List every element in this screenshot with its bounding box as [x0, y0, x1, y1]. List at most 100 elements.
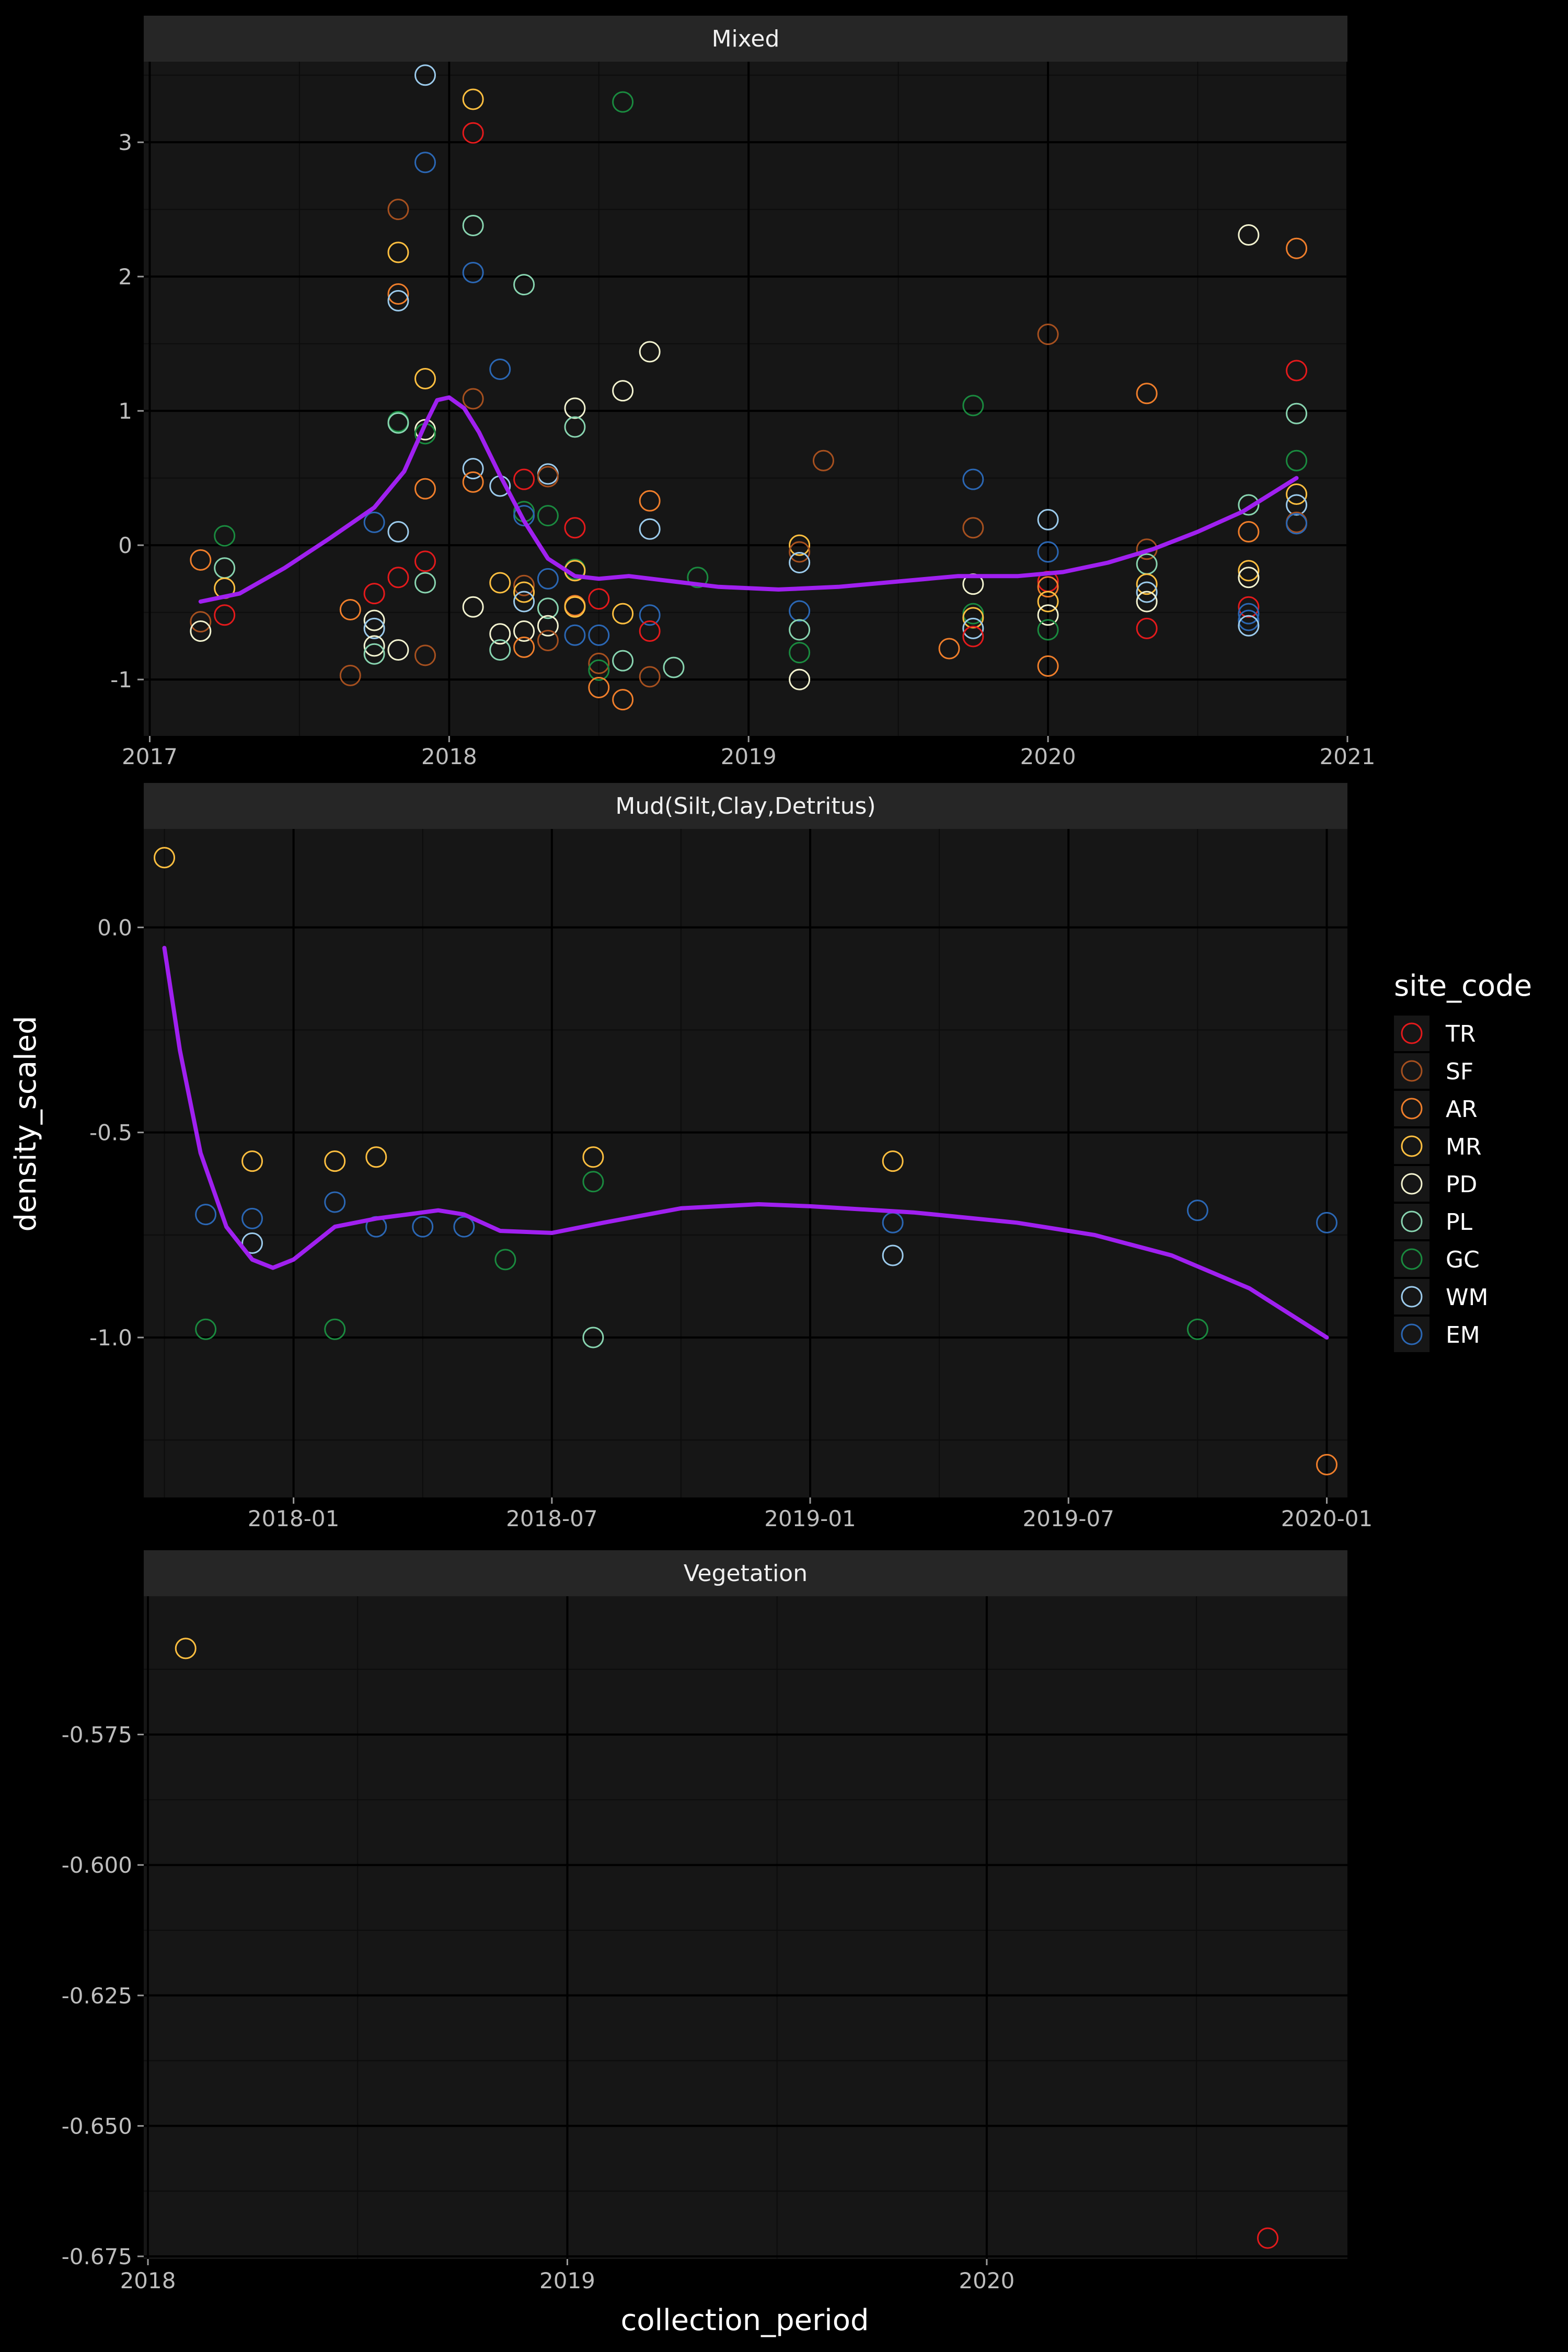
data-point-WM [962, 617, 984, 639]
data-point-SF [588, 652, 610, 674]
data-point-AR [1136, 383, 1158, 405]
data-point-TR [462, 122, 484, 144]
gridlines [144, 1596, 1347, 2259]
data-point-PD [513, 620, 535, 642]
data-point-SF [513, 574, 535, 596]
data-point-MR [1037, 591, 1059, 613]
data-point-TR [387, 567, 409, 589]
data-point-WM [414, 64, 436, 86]
data-point-EM [513, 505, 535, 527]
x-tick-label: 2021 [1320, 744, 1376, 769]
data-point-EM [414, 152, 436, 174]
data-point-AR [414, 478, 436, 500]
data-point-TR [414, 550, 436, 572]
data-point-GC [1286, 449, 1308, 471]
y-tick-label: 0 [118, 533, 132, 558]
data-point-WM [387, 521, 409, 543]
data-point-EM [462, 261, 484, 283]
data-point-SF [962, 517, 984, 539]
legend-symbol [1401, 1098, 1423, 1120]
data-point-MR [513, 581, 535, 603]
data-point-MR [324, 1150, 346, 1172]
data-point-PL [1286, 402, 1308, 424]
data-point-AR [1037, 576, 1059, 598]
data-point-GC [588, 659, 610, 681]
data-point-PL [414, 572, 436, 594]
data-point-EM [789, 600, 811, 622]
y-tick-label: -0.5 [89, 1120, 132, 1146]
smooth-line [198, 395, 1299, 604]
data-point-SF [789, 541, 811, 563]
legend-symbol [1401, 1210, 1423, 1232]
data-point-WM [1136, 581, 1158, 603]
legend-label: PD [1446, 1171, 1477, 1198]
data-point-GC [687, 567, 709, 589]
data-point-PL [663, 656, 685, 678]
smooth-line [162, 946, 1329, 1340]
data-point-WM [1037, 509, 1059, 531]
facet-strip-label: Mixed [712, 26, 780, 52]
data-point-PL [582, 1327, 604, 1348]
legend-label: MR [1446, 1134, 1482, 1160]
gridlines [144, 829, 1347, 1497]
x-tick-label: 2019 [539, 2268, 595, 2293]
data-point-GC [537, 505, 559, 527]
gridlines [144, 62, 1348, 736]
data-point-PD [564, 397, 586, 419]
panel-3: Vegetation -0.575 -0.600 -0.625 -0.650 -0.675… [62, 1550, 1347, 2293]
data-point-AR [190, 549, 212, 571]
data-point-TR [1238, 596, 1260, 618]
data-point-GC [1186, 1318, 1208, 1340]
data-point-PL [789, 619, 811, 641]
data-point-PD [363, 609, 385, 631]
data-point-SF [462, 388, 484, 410]
data-point-PL [564, 416, 586, 438]
data-point-WM [1238, 615, 1260, 637]
y-axis-title: density_scaled [9, 1016, 43, 1231]
data-point-PD [489, 623, 511, 645]
data-point-EM [537, 568, 559, 590]
y-tick-label: 2 [118, 264, 132, 290]
x-tick-label: 2018-07 [506, 1506, 598, 1531]
data-point-SF [812, 449, 834, 471]
x-tick-label: 2018 [421, 744, 477, 769]
legend-key [1394, 1204, 1429, 1239]
data-point-GC [324, 1318, 346, 1340]
data-point-SF [639, 666, 661, 688]
legend-symbol [1401, 1286, 1423, 1308]
x-tick-label: 2018-01 [248, 1506, 340, 1531]
data-point-AR [1286, 237, 1308, 259]
data-point-EM [195, 1204, 217, 1226]
data-point-MR [612, 603, 634, 625]
legend-label: TR [1445, 1021, 1475, 1047]
data-point-PL [1238, 494, 1260, 516]
data-point-WM [789, 552, 811, 574]
facet-strip [144, 783, 1347, 829]
data-point-MR [154, 847, 176, 869]
data-point-GC [789, 642, 811, 664]
panel-background [144, 62, 1347, 736]
data-point-PD [1037, 604, 1059, 626]
data-point-EM [1186, 1200, 1208, 1221]
legend-label: AR [1446, 1096, 1478, 1123]
data-point-TR [363, 583, 385, 605]
legend-key [1394, 1279, 1429, 1315]
data-point-PL [489, 639, 511, 661]
x-tick-label: 2019-07 [1023, 1506, 1115, 1531]
data-point-WM [241, 1232, 263, 1254]
data-point-WM [462, 458, 484, 480]
legend-item-TR: TR [1394, 1016, 1475, 1051]
data-point-PL [387, 412, 409, 434]
data-point-GC [494, 1249, 516, 1271]
data-point-TR [1286, 360, 1308, 382]
data-point-WM [513, 591, 535, 613]
legend-item-AR: AR [1394, 1091, 1478, 1126]
legend-label: GC [1446, 1247, 1480, 1273]
data-point-AR [639, 490, 661, 512]
y-tick-label: -1.0 [89, 1325, 132, 1351]
x-tick-label: 2020 [959, 2268, 1014, 2293]
data-point-EM [564, 624, 586, 646]
data-point-PD [387, 639, 409, 661]
legend-item-GC: GC [1394, 1241, 1480, 1277]
